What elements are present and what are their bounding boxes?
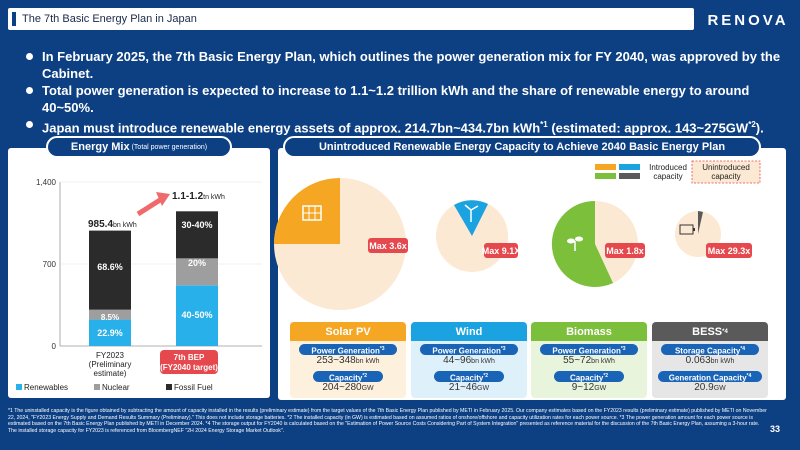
badge-bess-text: Max 29.3x xyxy=(708,246,751,256)
wind-turbine-icon xyxy=(464,204,479,222)
badge-wind xyxy=(484,243,518,258)
legend-unintroduced-line2: capacity xyxy=(711,172,740,181)
data-label-fossil-fy2023: 68.6% xyxy=(97,262,123,272)
x-label-7th-bep-line1: 7th BEP xyxy=(174,353,205,362)
card-bess-storage-value: 0.063bn kWh xyxy=(685,355,735,366)
card-wind-tag-capacity: Capacity*2 xyxy=(434,371,504,383)
pie-bess-introduced xyxy=(698,211,703,234)
x-label-7th-bep-badge xyxy=(160,350,218,374)
slide-title: The 7th Basic Energy Plan in Japan xyxy=(22,13,197,25)
card-solar-tag-generation: Power Generation*3 xyxy=(299,344,397,356)
renova-logo: RENOVA xyxy=(707,11,789,29)
card-biomass-tag-capacity: Capacity*2 xyxy=(554,371,624,383)
card-biomass-capacity-value: 9~12GW xyxy=(571,382,607,393)
legend-label-fossil: Fossil Fuel xyxy=(174,383,213,392)
card-bess-title: BESS *4 xyxy=(652,322,768,341)
legend-introduced-line2: capacity xyxy=(653,172,682,181)
card-biomass: Biomass Power Generation*3 55~72bn kWh C… xyxy=(531,322,647,398)
y-tick-label: 0 xyxy=(52,342,57,351)
energy-mix-title: Energy Mix xyxy=(70,141,130,153)
legend-swatch-renewables xyxy=(16,384,22,390)
data-label-renewables-7th-bep: 40-50% xyxy=(181,310,212,320)
card-biomass-title: Biomass xyxy=(531,322,647,341)
capacity-header: Unintroduced Renewable Energy Capacity t… xyxy=(283,136,761,158)
solar-panel-icon xyxy=(302,205,322,221)
badge-solar xyxy=(368,238,408,253)
data-label-nuclear-fy2023: 8.5% xyxy=(101,313,119,322)
pie-biomass-introduced xyxy=(551,200,613,287)
bar-renewables-fy2023 xyxy=(89,319,131,346)
slide-title-bar: The 7th Basic Energy Plan in Japan xyxy=(8,8,694,30)
bullet-item: Total power generation is expected to in… xyxy=(26,82,786,116)
bar-nuclear-7th-bep xyxy=(176,258,218,286)
data-label-renewables-fy2023: 22.9% xyxy=(97,328,123,338)
y-tick-label: 700 xyxy=(43,260,57,269)
footnotes: *1 The uninstalled capacity is the figur… xyxy=(8,408,767,434)
x-label-7th-bep-line2: (FY2040 target) xyxy=(160,363,218,372)
sprout-icon xyxy=(567,236,583,251)
x-label-fy2023-line3: estimate) xyxy=(94,369,127,378)
capacity-legend: Introduced capacity Unintroduced capacit… xyxy=(595,160,761,184)
pie-solar-introduced xyxy=(274,178,340,244)
summary-bullets: In February 2025, the 7th Basic Energy P… xyxy=(26,48,786,136)
energy-mix-subtitle: (Total power generation) xyxy=(131,143,208,151)
card-wind-generation-value: 44~96bn kWh xyxy=(443,355,495,366)
card-bess: BESS *4 Storage Capacity*4 0.063bn kWh Ge… xyxy=(652,322,768,398)
badge-solar-text: Max 3.6x xyxy=(369,241,407,251)
bullet-item: In February 2025, the 7th Basic Energy P… xyxy=(26,48,786,82)
bar-renewables-7th-bep xyxy=(176,285,218,346)
card-bess-tag-generation: Generation Capacity*4 xyxy=(658,371,762,383)
legend-unintroduced-line1: Unintroduced xyxy=(702,163,750,172)
badge-wind-text: Max 9.1X xyxy=(482,246,521,256)
data-label-nuclear-7th-bep: 20% xyxy=(188,258,206,268)
energy-mix-header: Energy Mix (Total power generation) xyxy=(46,136,232,158)
bar-nuclear-fy2023 xyxy=(89,309,131,320)
card-bess-generation-value: 20.9GW xyxy=(694,382,726,393)
x-label-fy2023-line1: FY2023 xyxy=(96,351,125,360)
growth-arrow-icon xyxy=(136,192,170,217)
x-label-fy2023-line2: (Preliminary xyxy=(89,360,132,369)
legend-swatch-nuclear xyxy=(94,384,100,390)
energy-mix-panel xyxy=(8,148,270,398)
badge-bess xyxy=(706,243,752,258)
battery-icon xyxy=(679,224,695,235)
card-wind: Wind Power Generation*3 44~96bn kWh Capa… xyxy=(411,322,527,398)
total-label-fy2023: 985.4bn kWh xyxy=(88,219,137,230)
bar-fossil-fy2023 xyxy=(89,230,131,310)
legend-label-renewables: Renewables xyxy=(24,383,68,392)
card-wind-tag-generation: Power Generation*3 xyxy=(420,344,518,356)
badge-biomass xyxy=(605,243,645,258)
card-wind-title: Wind xyxy=(411,322,527,341)
card-bess-tag-storage: Storage Capacity*4 xyxy=(661,344,759,356)
card-solar: Solar PV Power Generation*3 253~348bn kW… xyxy=(290,322,406,398)
card-solar-generation-value: 253~348bn kWh xyxy=(316,355,380,366)
bar-fossil-7th-bep xyxy=(176,211,218,259)
card-solar-tag-capacity: Capacity*2 xyxy=(313,371,383,383)
legend-swatch-fossil xyxy=(166,384,172,390)
title-accent-mark xyxy=(12,12,16,26)
bullet-item: Japan must introduce renewable energy as… xyxy=(26,116,786,136)
total-label-7th-bep: 1.1-1.2tn kWh xyxy=(172,191,225,202)
card-biomass-generation-value: 55~72bn kWh xyxy=(563,355,615,366)
page-number: 33 xyxy=(770,424,781,434)
card-solar-title: Solar PV xyxy=(290,322,406,341)
badge-biomass-text: Max 1.8x xyxy=(606,246,644,256)
card-wind-capacity-value: 21~46GW xyxy=(448,382,490,393)
card-biomass-tag-generation: Power Generation*3 xyxy=(540,344,638,356)
data-label-fossil-7th-bep: 30-40% xyxy=(181,220,212,230)
legend-label-nuclear: Nuclear xyxy=(102,383,130,392)
card-solar-capacity-value: 204~280GW xyxy=(322,382,374,393)
y-tick-label: 1,400 xyxy=(36,178,57,187)
legend-introduced-line1: Introduced xyxy=(649,163,687,172)
